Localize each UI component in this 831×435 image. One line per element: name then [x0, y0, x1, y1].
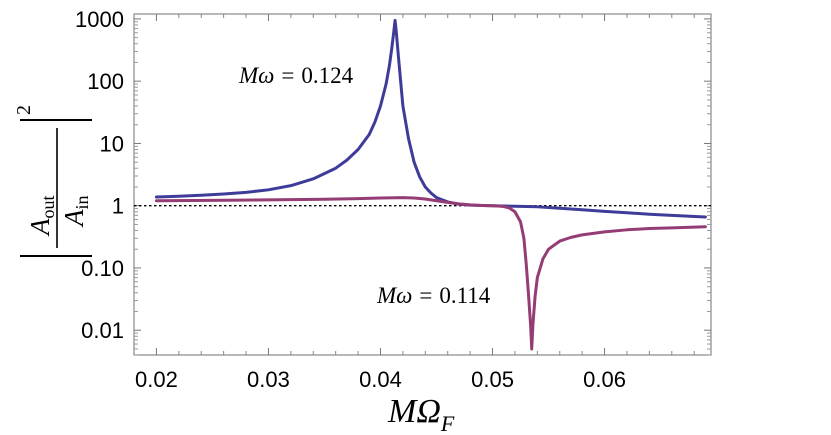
y-axis-label-power: 2 [13, 105, 35, 115]
y-axis-label-den-sub: in [72, 195, 92, 209]
y-tick-label: 1000 [75, 7, 124, 32]
y-axis-label: Aout Ain 2 [13, 105, 92, 257]
annotation-mw-0124-omega: ω [258, 63, 274, 88]
x-tick-label: 0.06 [583, 367, 626, 392]
minor-ticks [133, 14, 711, 356]
annotation-mw-0114-omega: ω [396, 283, 412, 308]
x-tick-label: 0.03 [247, 367, 290, 392]
y-tick-label: 0.01 [81, 318, 124, 343]
x-axis-label-sub: F [440, 411, 455, 435]
x-axis-label: MΩF [387, 393, 455, 435]
x-axis-label-main: MΩ [387, 393, 441, 430]
annotation-mw-0124-value: 0.124 [301, 63, 353, 88]
y-tick-labels: 1000 100 10 1 0.10 0.01 [75, 7, 124, 343]
y-axis-label-num-a: A [25, 218, 55, 237]
annotation-mw-0124-equals: = [281, 63, 294, 88]
y-axis-label-den-a: A [59, 209, 89, 228]
annotation-mw-0124: Mω = 0.124 [238, 63, 354, 88]
y-tick-label: 100 [87, 69, 124, 94]
series-line-0 [154, 18, 707, 219]
y-axis-label-num-sub: out [38, 195, 58, 218]
series-group [154, 18, 707, 351]
x-tick-label: 0.04 [359, 367, 402, 392]
y-tick-label: 1 [112, 194, 124, 219]
annotation-mw-0114-equals: = [419, 283, 432, 308]
x-tick-label: 0.05 [471, 367, 514, 392]
x-tick-labels: 0.02 0.03 0.04 0.05 0.06 [135, 367, 626, 392]
annotation-mw-0114-value: 0.114 [439, 283, 490, 308]
y-axis-label-denominator: Ain [59, 195, 92, 228]
annotation-mw-0114-m: M [376, 283, 398, 308]
series-line-1 [154, 196, 707, 351]
y-axis-label-numerator: Aout [25, 195, 58, 237]
annotation-mw-0124-m: M [238, 63, 260, 88]
y-tick-label: 10 [100, 131, 124, 156]
plot-frame [133, 13, 712, 356]
y-tick-label: 0.10 [81, 256, 124, 281]
x-tick-label: 0.02 [135, 367, 178, 392]
annotation-mw-0114: Mω = 0.114 [376, 283, 491, 308]
